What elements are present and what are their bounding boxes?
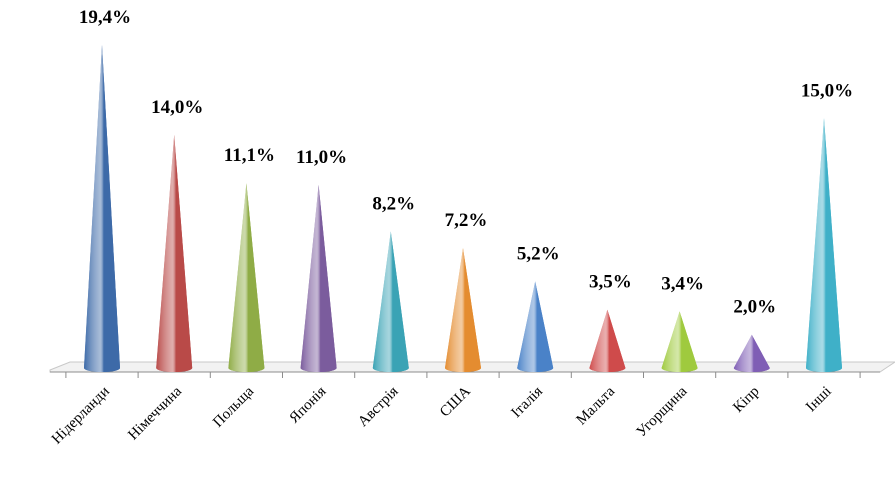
cone [84,45,120,372]
value-label: 11,0% [296,147,347,168]
value-label: 5,2% [517,243,560,264]
value-label: 3,5% [589,272,632,293]
cone [300,184,337,372]
x-tick-label: Німеччина [125,383,185,443]
cone [372,231,409,372]
x-tick-label: Інші [803,384,835,416]
value-label: 3,4% [661,273,704,294]
x-tick-label: Кіпр [730,384,762,416]
value-label: 7,2% [445,210,488,231]
cone [733,334,770,372]
value-label: 2,0% [733,297,776,318]
value-label: 11,1% [224,145,275,166]
cone [589,309,626,372]
cone [806,118,842,373]
value-label: 8,2% [372,193,415,214]
x-tick-label: Австрія [355,383,402,430]
x-tick-label: Польща [210,383,257,430]
x-tick-label: Нідерланди [49,384,113,448]
cone [445,248,481,372]
cone [156,134,193,372]
x-tick-label: Угорщина [634,383,691,440]
x-tick-label: США [437,383,474,420]
x-tick-label: Японія [287,383,330,426]
value-label: 14,0% [151,97,203,118]
cone [517,281,554,372]
x-tick-label: Мальта [573,383,618,428]
value-label: 15,0% [801,80,853,101]
x-tick-label: Італія [508,383,546,421]
cone [661,311,698,372]
cone [228,183,265,372]
value-label: 19,4% [79,7,131,28]
